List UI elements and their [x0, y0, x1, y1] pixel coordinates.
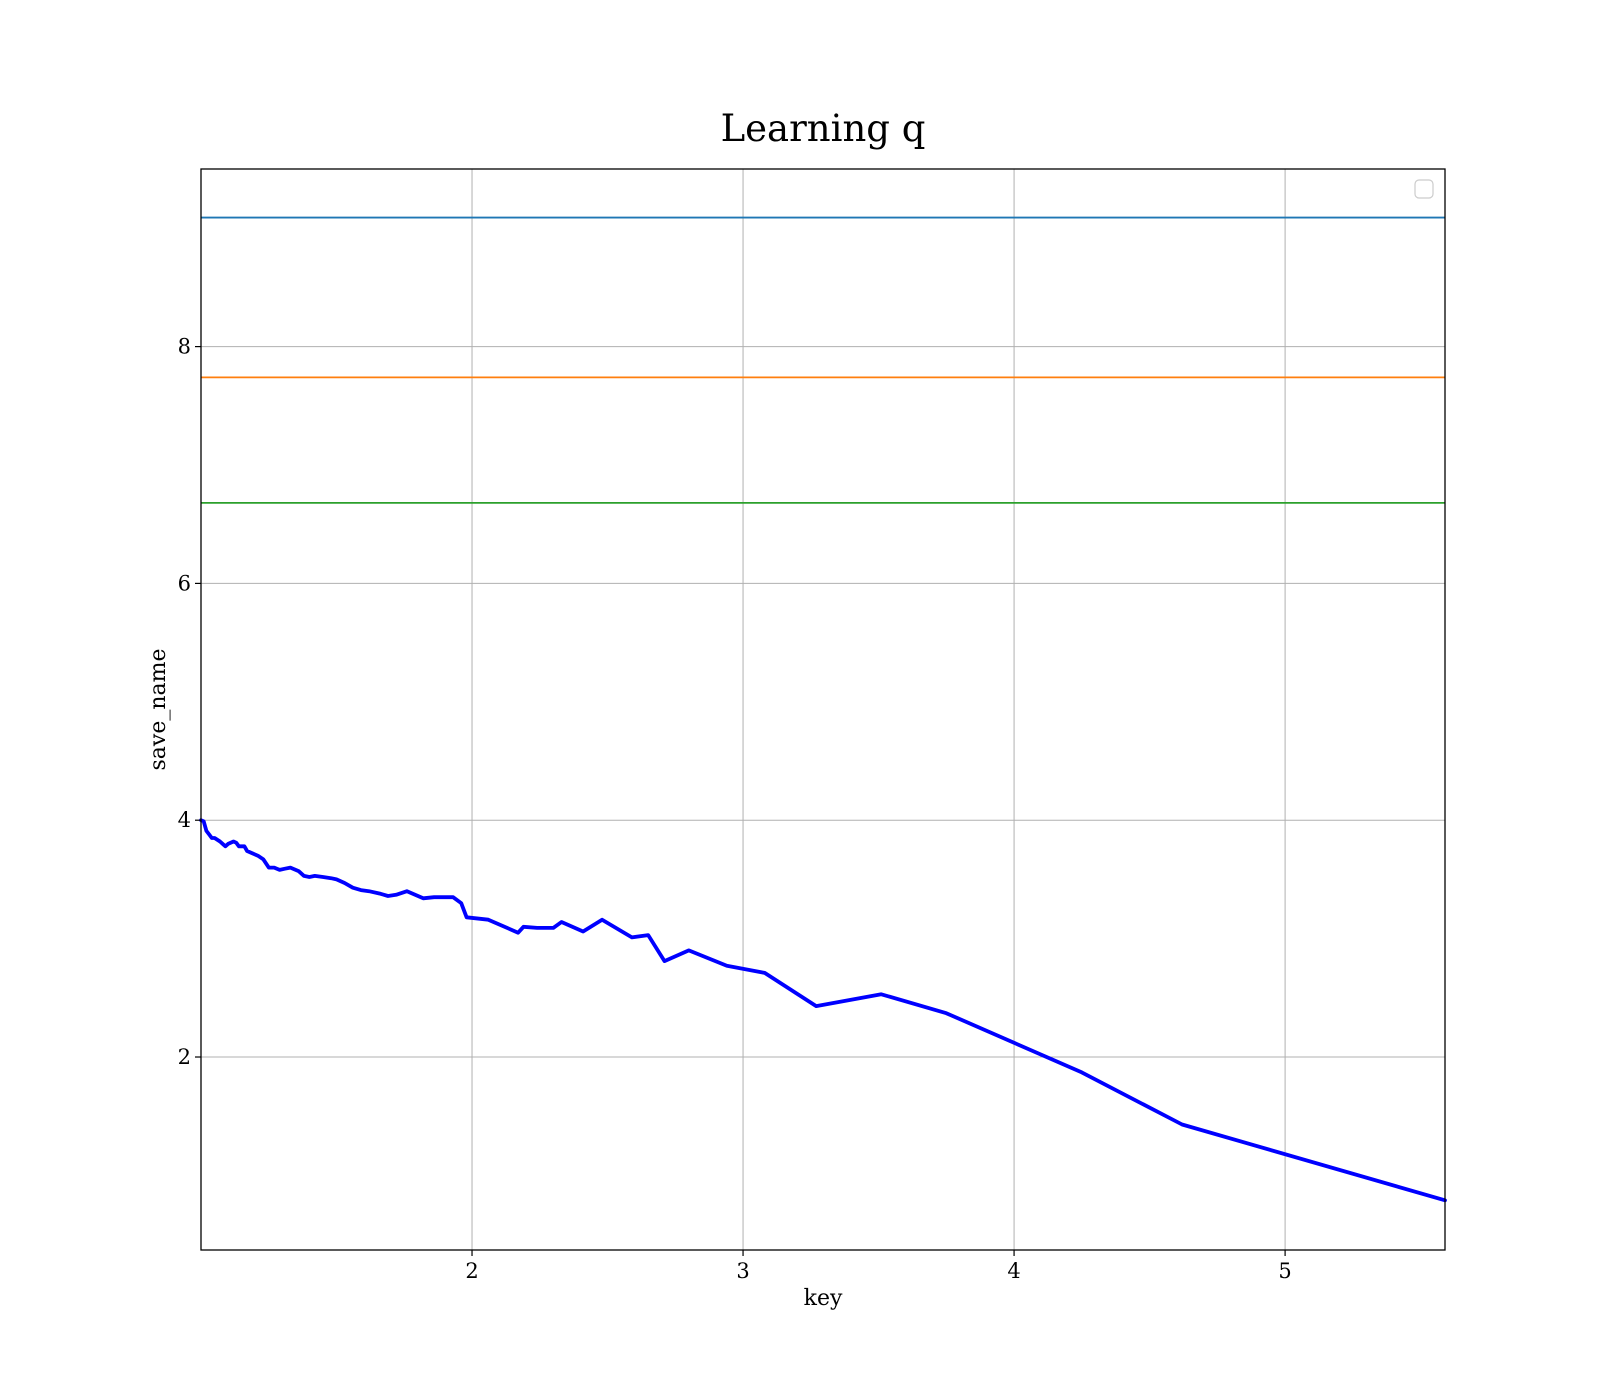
x-tick-label: 5 — [1278, 1259, 1291, 1283]
x-tick-label: 4 — [1007, 1259, 1020, 1283]
series-line-1 — [199, 818, 1447, 1203]
legend — [1414, 179, 1434, 199]
y-tick-label: 6 — [178, 571, 191, 595]
x-axis-ticks: 2 3 4 5 — [465, 1250, 1292, 1283]
grid — [201, 169, 1445, 1250]
y-tick-label: 2 — [178, 1045, 191, 1069]
y-axis-ticks: 2 4 6 8 — [178, 335, 201, 1069]
y-axis-label: save_name — [146, 648, 171, 770]
x-tick-label: 3 — [736, 1259, 749, 1283]
x-tick-label: 2 — [465, 1259, 478, 1283]
chart-title: Learning q — [721, 107, 926, 150]
y-tick-label: 4 — [178, 808, 191, 832]
legend-box — [1414, 179, 1434, 199]
plot-area-frame — [200, 168, 1446, 1251]
x-axis-label: key — [804, 1286, 843, 1311]
series-lines — [199, 818, 1447, 1203]
y-tick-label: 8 — [178, 335, 191, 359]
reference-lines — [201, 216, 1445, 504]
